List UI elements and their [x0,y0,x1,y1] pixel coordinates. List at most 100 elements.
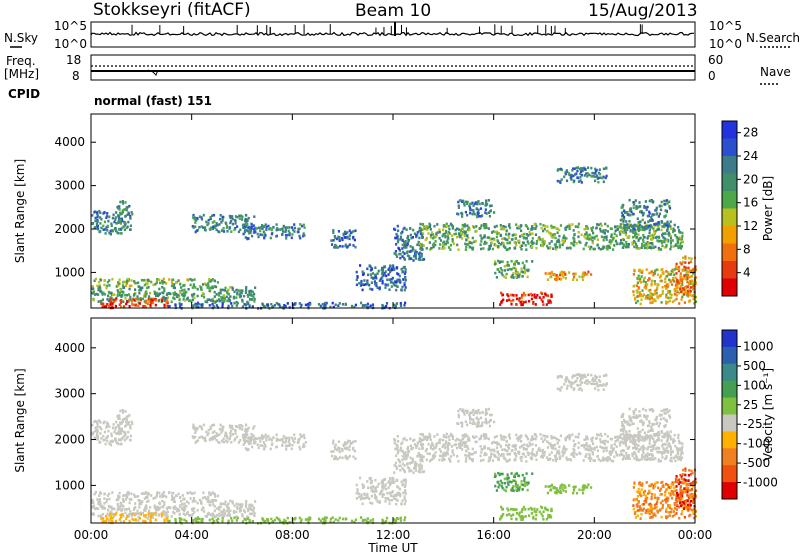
velocity-cell [255,437,258,441]
power-cell [651,279,654,283]
power-cell [292,303,295,306]
power-cell [556,275,559,279]
power-cell [244,223,247,226]
velocity-cell [505,443,508,447]
velocity-cell [541,448,544,452]
n-sky-line [90,31,694,37]
power-cell [205,220,208,224]
power-cell [183,288,186,292]
velocity-cell [287,444,290,447]
velocity-cell [219,423,222,427]
power-cell [649,241,652,245]
velocity-cell [563,447,567,451]
velocity-cell [246,429,249,432]
power-cell [477,208,480,212]
power-cell [107,299,110,303]
power-cell [396,285,399,288]
power-cell [376,286,379,289]
velocity-cell [238,427,241,430]
velocity-cell [166,519,169,522]
power-cell [687,266,690,270]
velocity-cell [225,509,228,513]
power-cell [369,273,372,276]
power-cell [410,236,413,240]
velocity-cell [651,444,654,448]
velocity-cell [131,512,134,516]
velocity-cell [419,443,422,446]
velocity-cell [368,497,371,501]
power-cell [468,204,471,208]
power-cell [158,278,161,282]
power-cell [178,298,181,301]
power-cell [675,281,678,284]
velocity-cell [654,440,657,443]
power-cell [91,214,94,217]
velocity-cell [192,423,195,427]
power-cell [134,281,137,285]
velocity-cell [649,453,652,456]
power-cell [654,269,657,273]
power-cell [278,305,282,308]
velocity-cell [208,500,211,503]
power-cell [633,227,636,231]
velocity-cell [458,445,461,449]
power-cell [216,223,219,227]
velocity-cell [499,444,502,448]
power-cell [488,236,491,239]
velocity-cell [284,436,287,440]
velocity-cell [287,440,290,443]
power-cell [194,286,197,289]
power-cell [208,278,211,281]
power-cell [132,294,136,297]
velocity-cell [193,426,196,429]
power-cell [616,225,619,228]
power-cell [637,220,640,224]
power-cell [375,276,378,280]
velocity-cell [292,518,295,521]
y-tick-label: 4000 [54,135,85,149]
power-cell [683,274,686,277]
power-cell [565,179,569,183]
power-cell [412,247,415,251]
velocity-cell [644,454,647,458]
power-cell [662,236,665,239]
velocity-cell [121,437,124,440]
velocity-cell [628,433,631,437]
power-cell [243,230,246,234]
velocity-cell [456,446,459,450]
velocity-cell [637,444,640,447]
velocity-cell [355,483,358,487]
power-cell [381,270,384,273]
power-cell [569,246,572,250]
power-cell [686,273,690,277]
velocity-cell [420,467,423,470]
velocity-cell [198,425,202,428]
velocity-cell [114,519,117,523]
velocity-cell [638,458,641,462]
velocity-cell [184,513,187,517]
power-cell [253,297,256,301]
velocity-cell [221,517,224,520]
velocity-cell [404,490,407,493]
power-cell [575,241,578,245]
power-cell [93,211,96,214]
power-cell [674,293,677,296]
velocity-cell [603,442,606,446]
velocity-cell [192,519,195,522]
power-cell [424,225,427,229]
power-cell [198,285,201,288]
power-cell [127,277,130,281]
power-cell [475,207,478,211]
power-cell [558,245,562,249]
velocity-cell [220,513,223,516]
power-cell [285,234,288,237]
velocity-cell [231,424,234,428]
power-cell [361,273,365,276]
power-cell [94,216,97,220]
power-cell [493,238,496,242]
velocity-cell [669,459,672,462]
power-cell [441,247,444,251]
power-cell [180,286,183,289]
power-cell [192,283,195,286]
velocity-cell [224,431,227,435]
